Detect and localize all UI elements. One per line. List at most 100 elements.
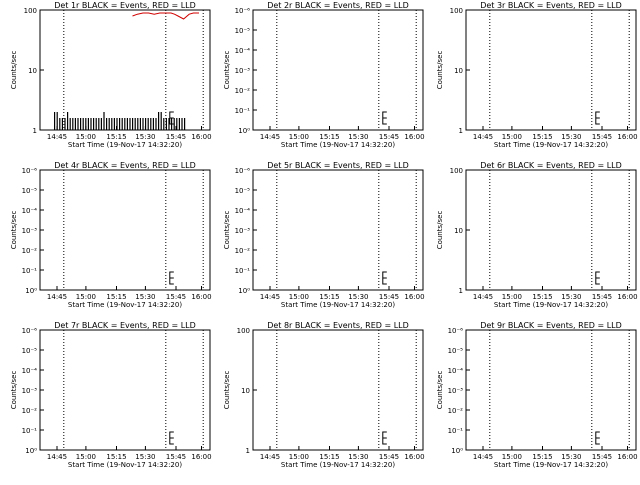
y-tick-label: 1: [459, 127, 463, 135]
y-tick-label: 10⁻⁶: [235, 7, 251, 15]
y-tick-label: 10⁰: [238, 287, 250, 295]
y-axis-label: Counts/sec: [436, 371, 444, 410]
y-tick-label: 10⁻¹: [235, 267, 251, 275]
y-tick-label: 10⁻⁵: [448, 347, 464, 355]
y-tick-label: 10⁻⁶: [22, 327, 38, 335]
plot-title: Det 3r BLACK = Events, RED = LLD: [480, 1, 622, 10]
y-tick-label: 10⁰: [25, 287, 37, 295]
detector-plot-8: Det 8r BLACK = Events, RED = LLD Counts/s…: [223, 321, 425, 469]
x-tick-label: 15:30: [561, 453, 581, 461]
x-axis-label: Start Time (19-Nov-17 14:32:20): [494, 141, 608, 149]
x-tick-label: 15:15: [532, 453, 552, 461]
x-tick-label: 15:00: [289, 453, 309, 461]
lld-series: [132, 12, 199, 20]
x-tick-label: 15:00: [76, 133, 96, 141]
plot-frame: [252, 9, 424, 131]
y-axis-label: Counts/sec: [223, 51, 231, 90]
error-bracket: [169, 431, 174, 445]
x-tick-label: 15:00: [502, 133, 522, 141]
y-tick-label: 10: [454, 67, 463, 75]
y-tick-label: 10⁻²: [235, 247, 251, 255]
y-tick-label: 10⁻⁵: [22, 187, 38, 195]
x-tick-label: 15:45: [166, 133, 186, 141]
y-axis-label: Counts/sec: [10, 371, 18, 410]
y-tick-label: 10⁻⁴: [448, 367, 464, 375]
x-axis-label: Start Time (19-Nov-17 14:32:20): [281, 141, 395, 149]
plot-title: Det 6r BLACK = Events, RED = LLD: [480, 161, 622, 170]
y-tick-label: 10⁻²: [22, 407, 38, 415]
y-tick-label: 10: [28, 67, 37, 75]
plot-title: Det 5r BLACK = Events, RED = LLD: [267, 161, 409, 170]
y-tick-label: 10⁻⁶: [235, 167, 251, 175]
x-tick-label: 15:30: [348, 453, 368, 461]
x-tick-label: 14:45: [47, 453, 67, 461]
detector-plot-1: Det 1r BLACK = Events, RED = LLD Counts/s…: [10, 1, 212, 149]
y-tick-label: 10⁻⁴: [235, 47, 251, 55]
x-tick-label: 14:45: [47, 293, 67, 301]
x-tick-label: 16:00: [404, 293, 424, 301]
x-tick-label: 16:00: [404, 453, 424, 461]
detector-plot-9: Det 9r BLACK = Events, RED = LLD Counts/s…: [436, 321, 638, 469]
y-tick-label: 10⁻³: [448, 387, 464, 395]
x-tick-label: 16:00: [191, 293, 211, 301]
detector-plot-3: Det 3r BLACK = Events, RED = LLD Counts/s…: [436, 1, 638, 149]
x-tick-label: 15:00: [289, 133, 309, 141]
error-bracket: [595, 111, 600, 125]
plot-frame: [252, 329, 424, 451]
x-tick-label: 14:45: [47, 133, 67, 141]
y-tick-label: 10⁻⁴: [22, 207, 38, 215]
x-tick-label: 16:00: [191, 453, 211, 461]
x-axis-label: Start Time (19-Nov-17 14:32:20): [68, 461, 182, 469]
x-tick-label: 15:45: [592, 453, 612, 461]
error-bracket: [382, 271, 387, 285]
error-bracket: [169, 271, 174, 285]
x-tick-label: 14:45: [473, 453, 493, 461]
y-tick-label: 1: [33, 127, 37, 135]
plot-title: Det 1r BLACK = Events, RED = LLD: [54, 1, 196, 10]
y-tick-label: 10⁻¹: [22, 267, 38, 275]
x-tick-label: 15:15: [532, 133, 552, 141]
plot-frame: [465, 169, 637, 291]
x-tick-label: 15:15: [106, 293, 126, 301]
y-tick-label: 10⁰: [451, 447, 463, 455]
x-tick-label: 15:45: [379, 293, 399, 301]
y-tick-label: 100: [450, 167, 463, 175]
x-tick-label: 15:30: [561, 293, 581, 301]
x-tick-label: 15:30: [348, 293, 368, 301]
x-tick-label: 15:15: [319, 133, 339, 141]
x-tick-label: 14:45: [260, 293, 280, 301]
x-tick-label: 15:15: [106, 133, 126, 141]
x-axis-label: Start Time (19-Nov-17 14:32:20): [281, 461, 395, 469]
x-tick-label: 14:45: [473, 133, 493, 141]
x-tick-label: 16:00: [404, 133, 424, 141]
y-tick-label: 10: [241, 387, 250, 395]
plot-frame: [39, 169, 211, 291]
y-tick-label: 10⁻⁴: [235, 207, 251, 215]
x-tick-label: 15:00: [76, 293, 96, 301]
x-tick-label: 15:00: [289, 293, 309, 301]
x-tick-label: 15:45: [592, 293, 612, 301]
y-tick-label: 1: [246, 447, 250, 455]
y-tick-label: 10⁻⁴: [22, 367, 38, 375]
y-axis-label: Counts/sec: [436, 211, 444, 250]
x-tick-label: 14:45: [260, 453, 280, 461]
y-tick-label: 10: [454, 227, 463, 235]
y-tick-label: 10⁻⁵: [22, 347, 38, 355]
plot-title: Det 2r BLACK = Events, RED = LLD: [267, 1, 409, 10]
plot-title: Det 8r BLACK = Events, RED = LLD: [267, 321, 409, 330]
y-tick-label: 10⁻³: [235, 227, 251, 235]
x-tick-label: 15:30: [135, 293, 155, 301]
plot-title: Det 9r BLACK = Events, RED = LLD: [480, 321, 622, 330]
plot-title: Det 7r BLACK = Events, RED = LLD: [54, 321, 196, 330]
plot-frame: [252, 169, 424, 291]
y-tick-label: 10⁻⁵: [235, 187, 251, 195]
x-tick-label: 15:00: [502, 293, 522, 301]
detector-plot-5: Det 5r BLACK = Events, RED = LLD Counts/s…: [223, 161, 425, 309]
x-tick-label: 15:15: [532, 293, 552, 301]
x-tick-label: 16:00: [617, 133, 637, 141]
error-bracket: [595, 431, 600, 445]
error-bracket: [595, 271, 600, 285]
x-axis-label: Start Time (19-Nov-17 14:32:20): [494, 461, 608, 469]
